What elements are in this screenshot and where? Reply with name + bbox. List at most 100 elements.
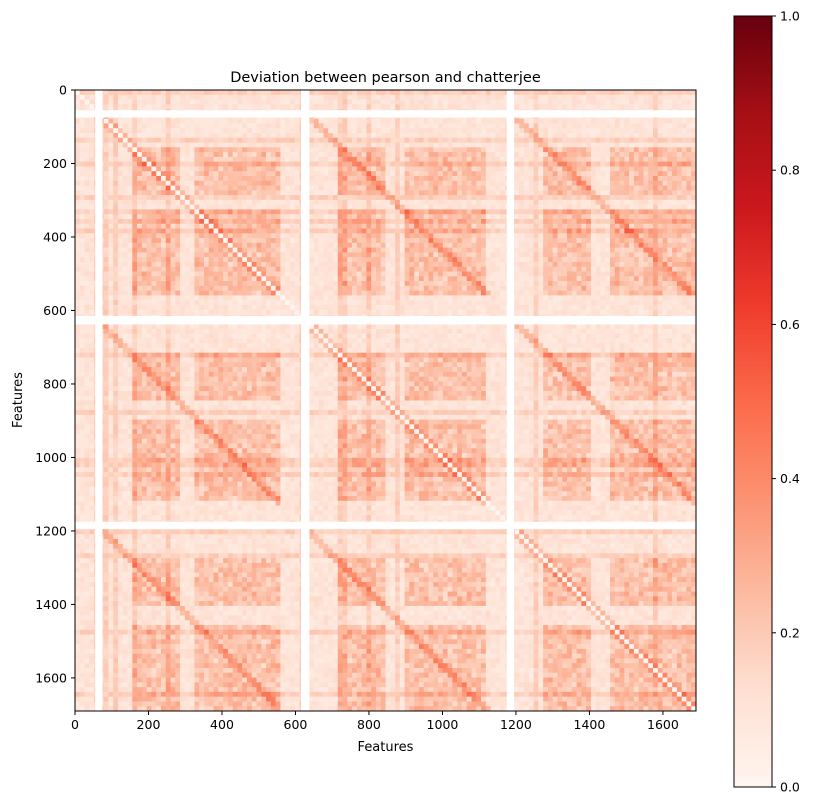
heatmap-cell [548,152,553,157]
heatmap-cell [137,224,142,229]
heatmap-cell [252,205,257,210]
heatmap-cell [295,219,300,224]
heatmap-cell [175,262,180,267]
heatmap-cell [424,267,429,272]
heatmap-cell [653,195,658,200]
heatmap-cell [600,219,605,224]
heatmap-cell [247,157,252,162]
heatmap-cell [648,143,653,148]
heatmap-cell [538,138,543,143]
heatmap-cell [142,200,147,205]
heatmap-cell [218,90,223,95]
heatmap-cell [414,186,419,191]
heatmap-cell [247,224,252,229]
heatmap-cell [591,229,596,234]
heatmap-cell [648,224,653,229]
heatmap-cell [328,147,333,152]
heatmap-cell [323,262,328,267]
heatmap-cell [390,209,395,214]
heatmap-cell [171,224,176,229]
heatmap-cell [280,133,285,138]
heatmap-cell [271,219,276,224]
heatmap-cell [190,123,195,128]
heatmap-cell [371,104,376,109]
heatmap-cell [400,186,405,191]
heatmap-cell [347,157,352,162]
heatmap-cell [328,190,333,195]
heatmap-cell [113,209,118,214]
heatmap-cell [328,233,333,238]
heatmap-cell [639,248,644,253]
heatmap-cell [204,209,209,214]
heatmap-cell [323,267,328,272]
heatmap-cell [390,233,395,238]
heatmap-cell [118,157,123,162]
heatmap-cell [156,200,161,205]
heatmap-cell [543,257,548,262]
heatmap-cell [600,262,605,267]
heatmap-cell [151,166,156,171]
heatmap-cell [395,195,400,200]
heatmap-cell [328,157,333,162]
heatmap-cell [290,157,295,162]
heatmap-cell [357,248,362,253]
heatmap-cell [462,186,467,191]
heatmap-cell [357,157,362,162]
heatmap-cell [424,100,429,105]
heatmap-cell [538,195,543,200]
heatmap-cell [366,214,371,219]
heatmap-cell [128,128,133,133]
heatmap-cell [113,248,118,253]
heatmap-cell [266,219,271,224]
heatmap-cell [381,138,386,143]
heatmap-cell [600,104,605,109]
heatmap-cell [108,166,113,171]
heatmap-cell [285,214,290,219]
heatmap-cell [271,162,276,167]
heatmap-cell [605,238,610,243]
heatmap-cell [75,157,80,162]
heatmap-cell [672,90,677,95]
heatmap-cell [620,95,625,100]
heatmap-cell [419,267,424,272]
heatmap-cell [519,252,524,257]
heatmap-cell [672,186,677,191]
heatmap-cell [400,104,405,109]
heatmap-cell [190,162,195,167]
heatmap-cell [142,123,147,128]
heatmap-cell [123,133,128,138]
chart-title: Deviation between pearson and chatterjee [230,70,541,86]
heatmap-cell [261,147,266,152]
heatmap-cell [648,238,653,243]
heatmap-cell [653,233,658,238]
heatmap-cell [185,209,190,214]
heatmap-cell [424,95,429,100]
heatmap-cell [214,233,219,238]
heatmap-cell [390,229,395,234]
heatmap-cell [433,171,438,176]
heatmap-cell [596,257,601,262]
heatmap-cell [386,214,391,219]
heatmap-cell [366,257,371,262]
heatmap-cell [123,200,128,205]
heatmap-cell [634,162,639,167]
heatmap-cell [620,143,625,148]
heatmap-cell [457,229,462,234]
heatmap-cell [596,162,601,167]
heatmap-cell [156,157,161,162]
heatmap-cell [343,171,348,176]
heatmap-cell [462,176,467,181]
heatmap-cell [639,229,644,234]
heatmap-cell [89,104,94,109]
heatmap-cell [534,224,539,229]
heatmap-cell [486,176,491,181]
heatmap-cell [352,267,357,272]
heatmap-cell [132,262,137,267]
heatmap-cell [280,104,285,109]
heatmap-cell [615,252,620,257]
heatmap-cell [276,90,281,95]
heatmap-cell [290,214,295,219]
heatmap-cell [620,181,625,186]
heatmap-cell [600,123,605,128]
heatmap-cell [481,219,486,224]
